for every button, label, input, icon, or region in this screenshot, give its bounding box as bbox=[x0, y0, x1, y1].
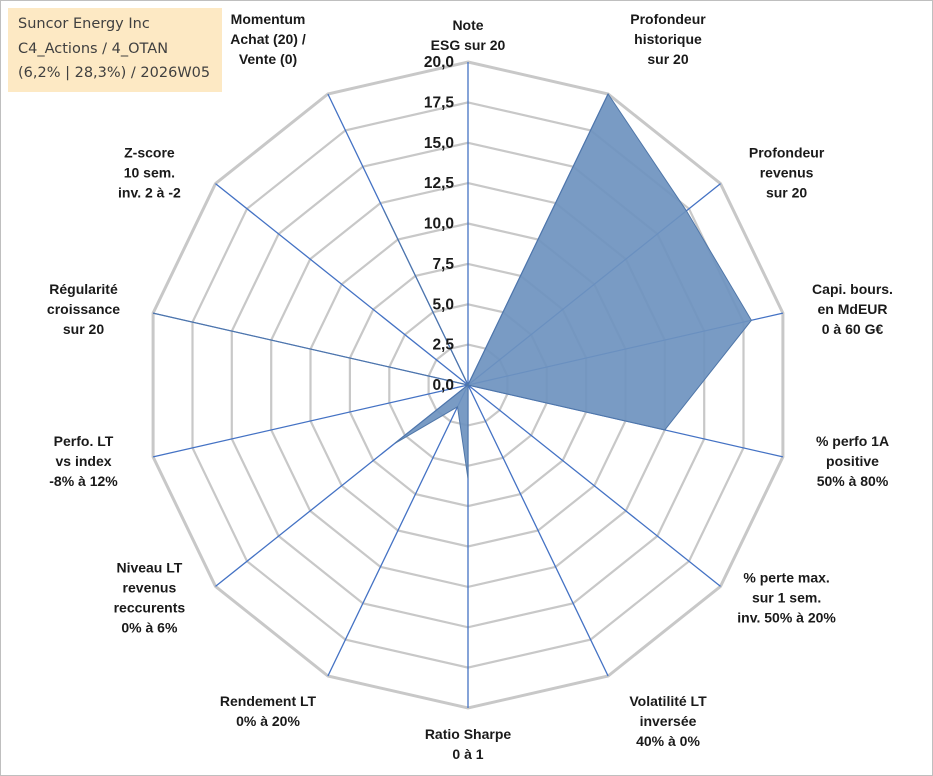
category-label: Note bbox=[452, 17, 483, 33]
category-label: vs index bbox=[55, 453, 111, 469]
tick-label: 20,0 bbox=[424, 54, 454, 71]
category-label: inversée bbox=[640, 713, 697, 729]
axis-spoke bbox=[467, 384, 721, 587]
tick-label: 7,5 bbox=[432, 256, 454, 273]
tick-label: 5,0 bbox=[432, 296, 454, 313]
category-label: 0% à 20% bbox=[236, 713, 300, 729]
category-label: sur 20 bbox=[647, 51, 688, 67]
category-label: sur 1 sem. bbox=[752, 590, 821, 606]
category-label: 40% à 0% bbox=[636, 733, 700, 749]
axis-spoke bbox=[327, 384, 469, 677]
category-label: 0% à 6% bbox=[121, 620, 178, 636]
series-area bbox=[152, 92, 753, 479]
category-labels: Note ESG sur 20 Profondeur historique sur 20… bbox=[47, 11, 893, 762]
category-label: en MdEUR bbox=[818, 301, 888, 317]
axis-spoke bbox=[215, 183, 469, 386]
tick-label: 10,0 bbox=[424, 216, 454, 233]
info-box: Suncor Energy Inc C4_Actions / 4_OTAN (6… bbox=[8, 8, 222, 92]
category-label: revenus bbox=[123, 580, 177, 596]
tick-label: 2,5 bbox=[432, 337, 454, 354]
tick-label: 12,5 bbox=[424, 175, 455, 192]
company-name: Suncor Energy Inc bbox=[18, 16, 150, 32]
category-label: Niveau LT bbox=[116, 560, 182, 576]
category-label: 50% à 80% bbox=[817, 473, 889, 489]
category-label: Momentum bbox=[231, 11, 306, 27]
category-label: Régularité bbox=[49, 281, 118, 297]
radial-tick-labels: 0,0 2,5 5,0 7,5 10,0 12,5 15,0 17,5 20,0 bbox=[424, 54, 455, 394]
axis-spoke bbox=[467, 384, 609, 677]
category-label: Achat (20) / bbox=[230, 31, 306, 47]
category-label: Profondeur bbox=[630, 11, 706, 27]
category-label: historique bbox=[634, 31, 702, 47]
category-label: % perfo 1A bbox=[816, 433, 889, 449]
category-label: -8% à 12% bbox=[49, 473, 118, 489]
category-label: inv. 50% à 20% bbox=[737, 610, 836, 626]
tick-label: 17,5 bbox=[424, 94, 455, 111]
tick-label: 15,0 bbox=[424, 135, 454, 152]
category-label: Capi. bours. bbox=[812, 281, 893, 297]
category-label: croissance bbox=[47, 301, 120, 317]
performance-and-week: (6,2% | 28,3%) / 2026W05 bbox=[18, 65, 211, 81]
portfolio-category: C4_Actions / 4_OTAN bbox=[18, 40, 169, 57]
category-label: positive bbox=[826, 453, 879, 469]
category-label: sur 20 bbox=[63, 321, 104, 337]
category-label: inv. 2 à -2 bbox=[118, 184, 181, 200]
data-series bbox=[152, 92, 753, 479]
category-label: Ratio Sharpe bbox=[425, 726, 512, 742]
category-label: Perfo. LT bbox=[54, 433, 114, 449]
category-label: reccurents bbox=[114, 600, 186, 616]
axis-spoke bbox=[152, 384, 469, 458]
category-label: ESG sur 20 bbox=[431, 37, 506, 53]
category-label: Profondeur bbox=[749, 144, 825, 160]
tick-label: 0,0 bbox=[432, 377, 454, 394]
category-label: Vente (0) bbox=[239, 51, 297, 67]
category-label: Rendement LT bbox=[220, 693, 317, 709]
category-label: Volatilité LT bbox=[629, 693, 707, 709]
category-label: 0 à 1 bbox=[452, 746, 483, 762]
category-label: sur 20 bbox=[766, 184, 807, 200]
category-label: Z-score bbox=[124, 144, 175, 160]
category-label: revenus bbox=[760, 164, 814, 180]
category-label: % perte max. bbox=[743, 570, 829, 586]
category-label: 0 à 60 G€ bbox=[822, 321, 884, 337]
category-label: 10 sem. bbox=[124, 164, 175, 180]
